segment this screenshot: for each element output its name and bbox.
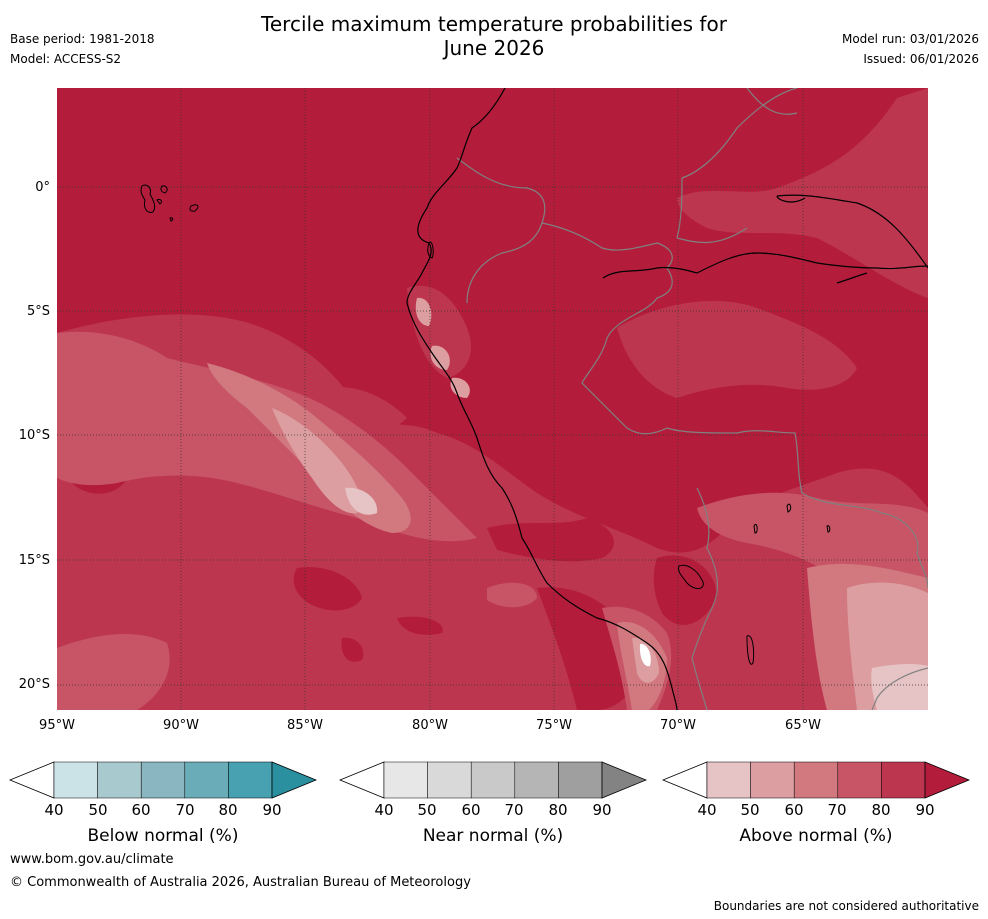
contour-40-andes xyxy=(639,643,651,667)
title-line-2: June 2026 xyxy=(443,36,545,60)
lon-label-75w: 75°W xyxy=(536,718,572,733)
lat-label-15s: 15°S xyxy=(18,553,50,568)
graticule xyxy=(57,88,928,710)
colorbar-extend-high xyxy=(271,761,318,799)
colorbar-below-normal xyxy=(8,761,318,799)
issued-date: Issued: 06/01/2026 xyxy=(863,52,979,66)
colorbar-segment-2 xyxy=(750,761,795,799)
title-line-1: Tercile maximum temperature probabilitie… xyxy=(261,12,727,36)
above-tick-60: 60 xyxy=(784,801,804,819)
above-tick-50: 50 xyxy=(740,801,760,819)
colorbar-segment-2 xyxy=(427,761,472,799)
copyright-notice: © Commonwealth of Australia 2026, Austra… xyxy=(10,875,471,890)
colorbar-extend-high xyxy=(601,761,648,799)
below-tick-50: 50 xyxy=(88,801,108,819)
lon-label-85w: 85°W xyxy=(287,718,323,733)
below-tick-70: 70 xyxy=(175,801,195,819)
contour-50-coast-3 xyxy=(450,377,470,398)
near-tick-60: 60 xyxy=(461,801,481,819)
colorbar-segment-3 xyxy=(140,761,186,799)
near-tick-70: 70 xyxy=(504,801,524,819)
contour-90-patch-1 xyxy=(293,567,362,611)
model-run: Model run: 03/01/2026 xyxy=(841,32,979,46)
above-tick-70: 70 xyxy=(827,801,847,819)
colorbar-segment-5 xyxy=(881,761,926,799)
colorbar-extend-low xyxy=(661,761,708,799)
chart-title: Tercile maximum temperature probabilitie… xyxy=(0,12,988,60)
coastline xyxy=(406,88,928,710)
lon-label-70w: 70°W xyxy=(660,718,696,733)
colorbar-extend-high xyxy=(924,761,971,799)
below-tick-80: 80 xyxy=(218,801,238,819)
contour-90-patch-5 xyxy=(867,383,928,488)
colorbar-above-swatches xyxy=(661,761,971,799)
lon-label-95w: 95°W xyxy=(39,718,75,733)
colorbar-segment-3 xyxy=(793,761,839,799)
contour-40-bolivia xyxy=(871,663,928,710)
near-normal-title: Near normal (%) xyxy=(422,826,564,846)
lon-label-80w: 80°W xyxy=(412,718,448,733)
colorbar-segment-1 xyxy=(53,761,98,799)
near-tick-50: 50 xyxy=(417,801,437,819)
colorbar-segment-1 xyxy=(383,761,428,799)
boundaries-disclaimer: Boundaries are not considered authoritat… xyxy=(713,899,979,913)
islands xyxy=(140,184,831,665)
near-tick-80: 80 xyxy=(548,801,568,819)
website-link[interactable]: www.bom.gov.au/climate xyxy=(10,852,174,867)
meta-right: Model run: 03/01/2026 Issued: 06/01/2026 xyxy=(842,29,979,69)
above-normal-title: Above normal (%) xyxy=(739,826,893,846)
probability-map xyxy=(57,88,928,710)
contour-50-coast-2 xyxy=(430,345,450,370)
contour-70-south-west xyxy=(57,633,170,710)
colorbar-above-normal xyxy=(661,761,971,799)
lat-label-10s: 10°S xyxy=(18,428,50,443)
colorbar-segment-4 xyxy=(184,761,229,799)
colorbar-segment-4 xyxy=(837,761,882,799)
contour-90-patch-4 xyxy=(653,555,717,625)
below-tick-60: 60 xyxy=(131,801,151,819)
contour-90-patch-7 xyxy=(397,616,443,635)
country-borders xyxy=(456,88,928,710)
colorbar-near-swatches xyxy=(338,761,648,799)
model-name: Model: ACCESS-S2 xyxy=(10,52,122,66)
near-tick-90: 90 xyxy=(592,801,612,819)
contour-50-plume xyxy=(272,408,362,514)
above-tick-90: 90 xyxy=(915,801,935,819)
colorbar-segment-5 xyxy=(228,761,273,799)
contour-50-coast-1 xyxy=(415,297,432,326)
below-tick-90: 90 xyxy=(262,801,282,819)
contour-90-patch-8 xyxy=(341,637,364,662)
contour-80-amazon xyxy=(617,300,857,398)
colorbar-segment-4 xyxy=(514,761,559,799)
lon-label-65w: 65°W xyxy=(785,718,821,733)
above-tick-40: 40 xyxy=(697,801,717,819)
colorbar-segment-5 xyxy=(558,761,603,799)
lat-label-20s: 20°S xyxy=(18,677,50,692)
contour-40-plume xyxy=(345,487,378,515)
contour-70-coast-patch xyxy=(487,582,537,608)
meta-left: Base period: 1981-2018 Model: ACCESS-S2 xyxy=(10,29,155,69)
near-tick-40: 40 xyxy=(374,801,394,819)
contour-80-north xyxy=(677,88,928,298)
colorbar-below-swatches xyxy=(8,761,318,799)
base-period: Base period: 1981-2018 xyxy=(10,32,155,46)
contour-90-patch-2 xyxy=(487,518,614,562)
colorbar-near-normal xyxy=(338,761,648,799)
lat-label-5s: 5°S xyxy=(26,304,50,319)
colorbar-segment-1 xyxy=(706,761,751,799)
below-normal-title: Below normal (%) xyxy=(87,826,239,846)
colorbar-extend-low xyxy=(8,761,55,799)
colorbar-segment-3 xyxy=(470,761,516,799)
colorbar-segment-2 xyxy=(97,761,142,799)
colorbar-extend-low xyxy=(338,761,385,799)
lon-label-90w: 90°W xyxy=(163,718,199,733)
above-tick-80: 80 xyxy=(871,801,891,819)
lat-label-0: 0° xyxy=(35,180,50,195)
below-tick-40: 40 xyxy=(44,801,64,819)
